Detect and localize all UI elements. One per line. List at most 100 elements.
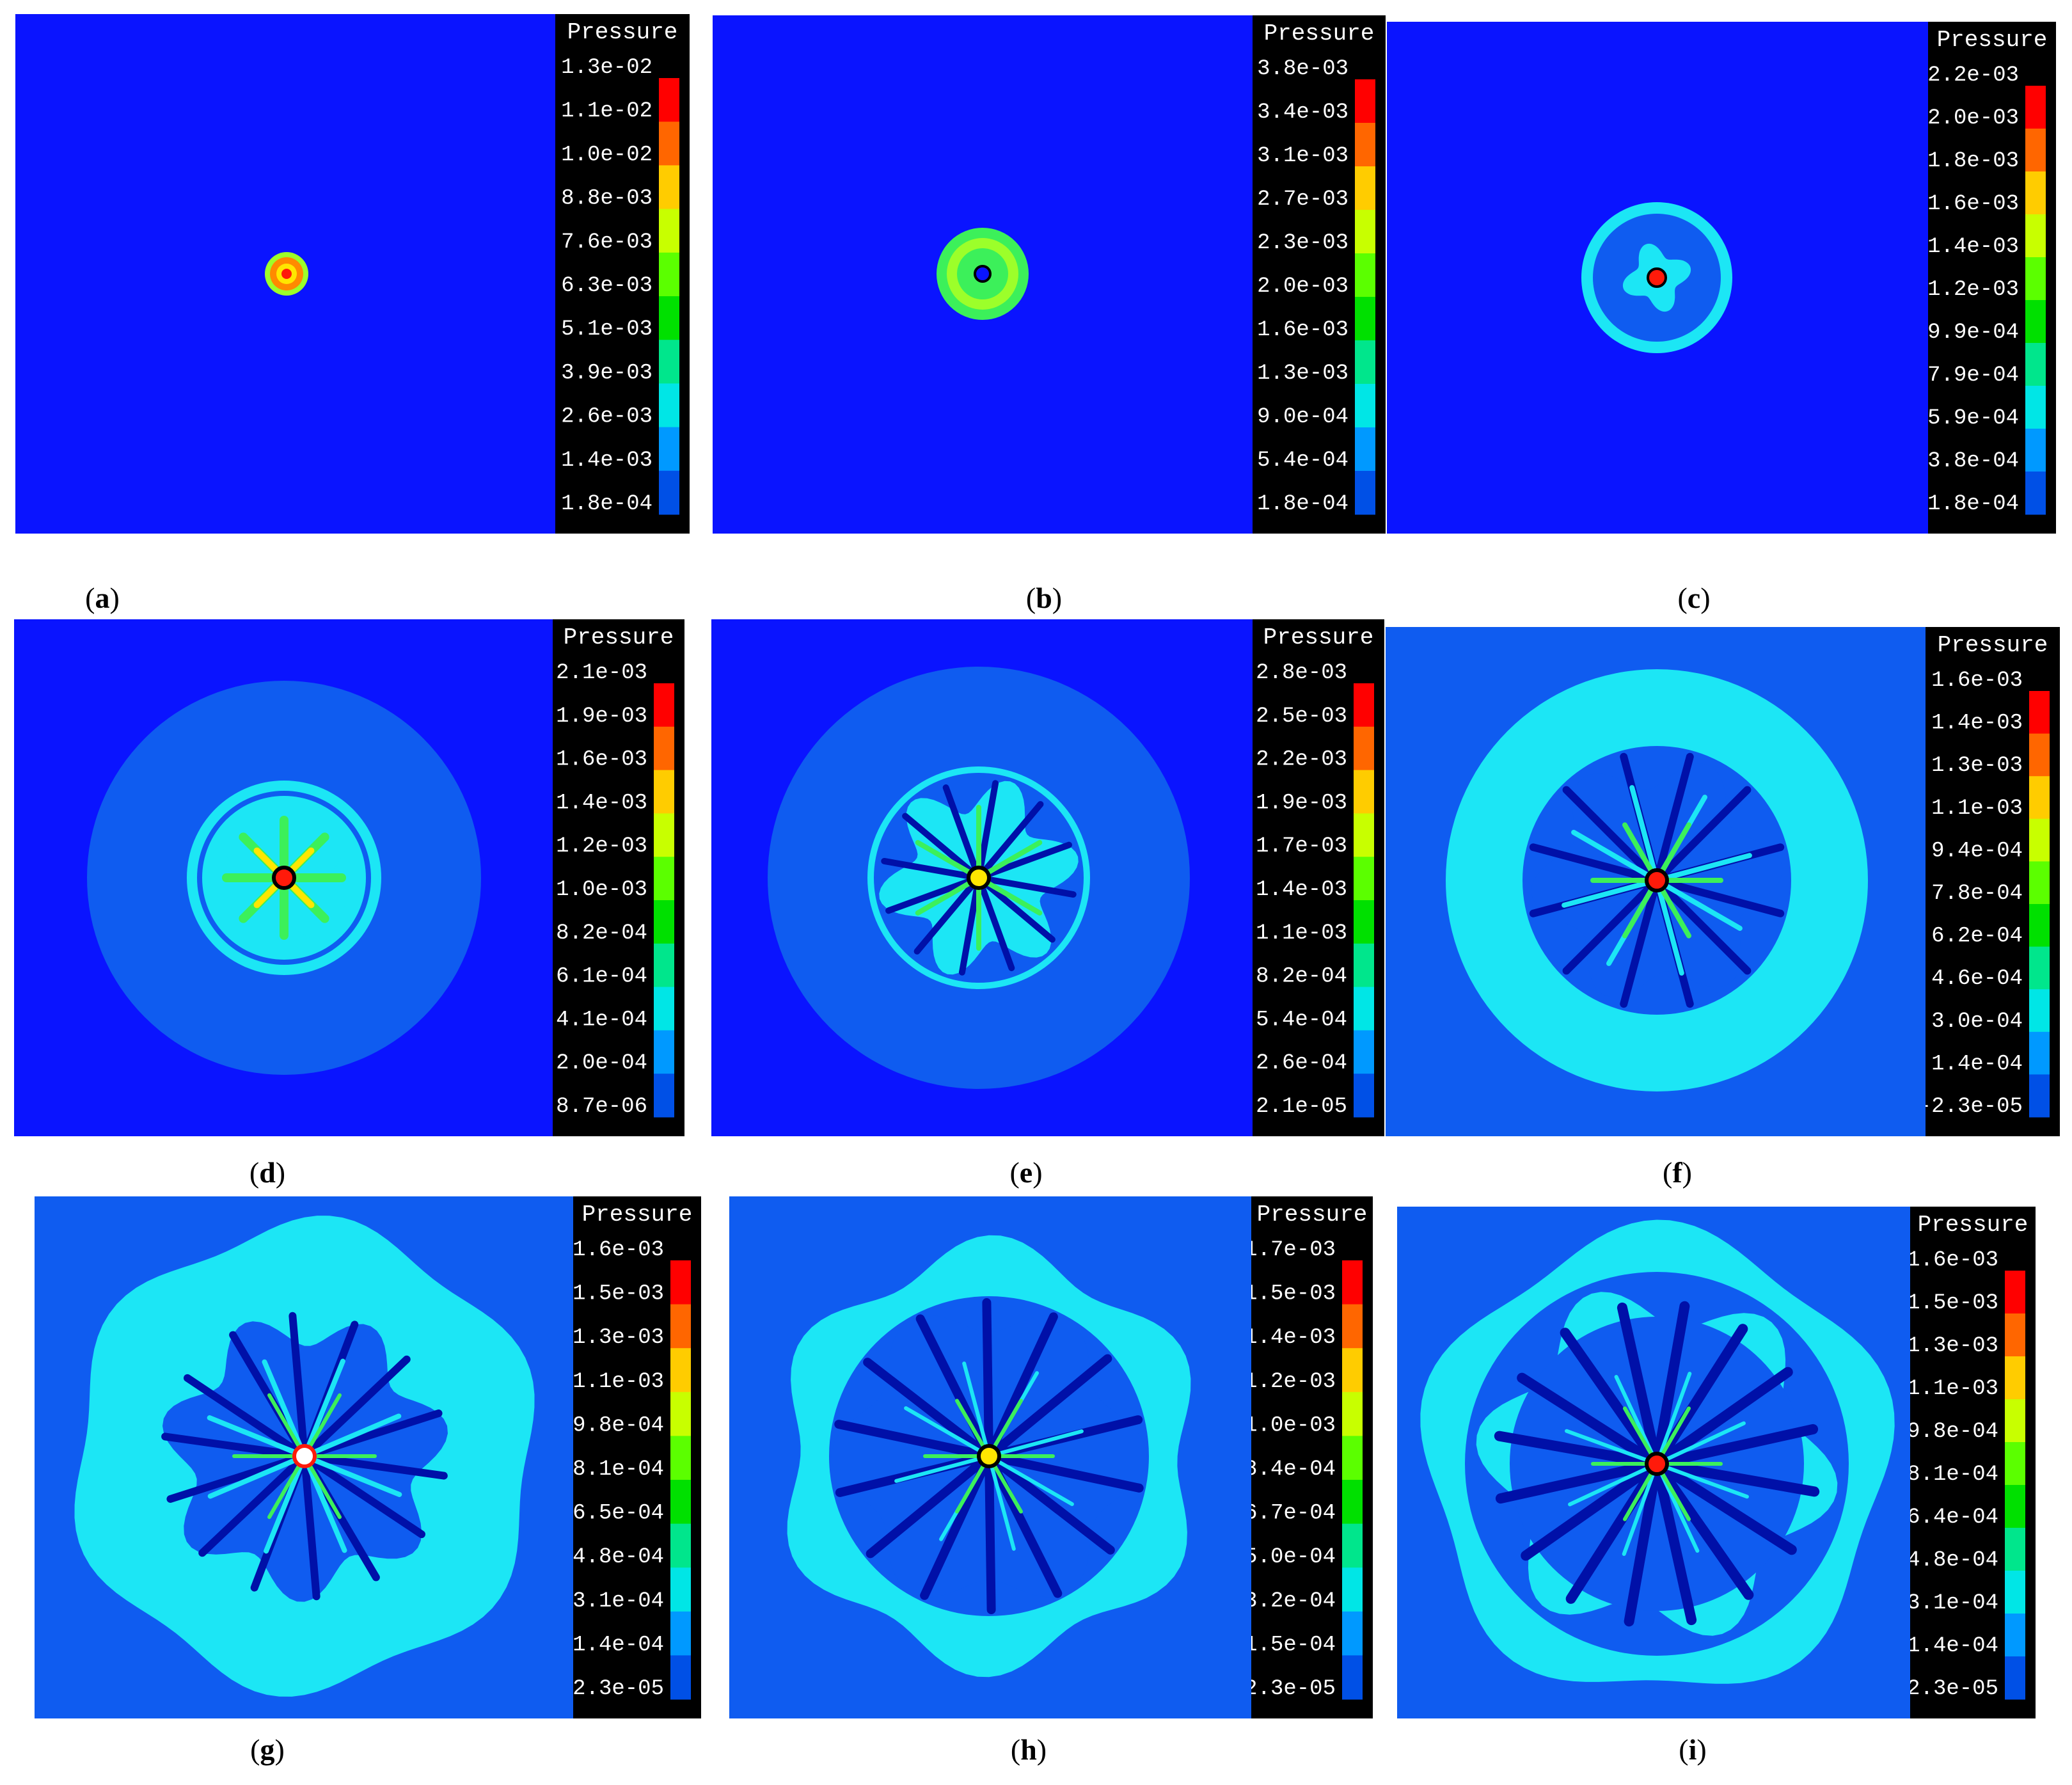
panel-a [15,14,556,534]
colorbar-tick-label: 1.5e-03 [1251,1282,1336,1306]
colorbar-tick-label: 1.0e-03 [1251,1413,1336,1438]
colorbar-tick-label: 1.6e-03 [1931,669,2023,693]
colorbar-tick-label: 2.3e-03 [1257,231,1348,255]
colorbar-swatch [1354,813,1374,857]
colorbar-tick-label: 2.7e-03 [1257,187,1348,212]
colorbar-tick-label: 3.1e-04 [1910,1591,1998,1615]
colorbar-g: Pressure 1.6e-03 1.5e-03 1.3e-03 1.1e-03 9.8e… [573,1196,701,1718]
colorbar-swatch [654,813,674,857]
colorbar-tick-label: 1.9e-03 [556,704,647,729]
colorbar-tick-label: 7.6e-03 [561,230,652,255]
panel-d [14,619,555,1136]
colorbar-swatch [1355,471,1375,515]
panel-caption-g: (g) [250,1733,285,1766]
colorbar-tick-label: -2.3e-05 [1251,1677,1336,1701]
colorbar-tick-label: 1.4e-03 [1928,235,2019,259]
colorbar-tick-label: 7.8e-04 [1931,882,2023,906]
colorbar-swatch [654,987,674,1031]
colorbar-tick-label: 1.0e-03 [556,878,647,902]
colorbar-swatch [670,1480,691,1525]
colorbar-tick-label: 2.1e-03 [556,661,647,685]
panel-caption-letter: e [1019,1156,1033,1189]
colorbar-tick-label: 2.8e-03 [1256,661,1347,685]
panel-caption-letter: a [95,582,110,614]
panel-g [35,1196,575,1718]
colorbar-tick-label: 2.6e-03 [561,405,652,429]
pressure-field-c [1387,22,1929,534]
colorbar-swatch [2005,1442,2025,1486]
colorbar-swatch [2025,129,2046,172]
colorbar-swatch [654,1074,674,1118]
colorbar-swatch [670,1392,691,1436]
pressure-field-g [35,1196,575,1718]
colorbar-swatch [1342,1304,1363,1349]
colorbar-i: Pressure 1.6e-03 1.5e-03 1.3e-03 1.1e-03 9.8e… [1910,1207,2036,1718]
colorbar-tick-label: -2.3e-05 [1926,1095,2023,1119]
colorbar-tick-label: 5.9e-04 [1928,406,2019,431]
colorbar-swatch [1342,1567,1363,1612]
colorbar-tick-label: 1.8e-03 [1928,149,2019,173]
colorbar-tick-label: 1.3e-02 [561,56,652,80]
pressure-field-f [1386,627,1927,1136]
colorbar-swatch [659,78,679,122]
colorbar-swatch [1355,210,1375,254]
colorbar-swatch [2005,1614,2025,1657]
colorbar-tick-label: 6.2e-04 [1931,924,2023,949]
panel-caption-c: (c) [1677,582,1711,614]
colorbar-swatch [2029,904,2050,948]
colorbar-title: Pressure [1937,27,2048,53]
pressure-field-h [729,1196,1270,1718]
colorbar-swatch [2025,472,2046,515]
colorbar-swatch [659,122,679,166]
colorbar-tick-label: 2.2e-03 [1256,748,1347,772]
colorbar-swatch [654,900,674,944]
colorbar-tick-label: 4.6e-04 [1931,967,2023,991]
colorbar-tick-label: 1.1e-02 [561,99,652,123]
colorbar-swatch [670,1611,691,1656]
colorbar-swatch [2005,1356,2025,1400]
colorbar-tick-label: 1.1e-03 [1256,921,1347,946]
colorbar-swatch [654,943,674,988]
colorbar-swatch [1355,166,1375,210]
panel-caption-letter: h [1020,1733,1037,1766]
colorbar-swatch [670,1436,691,1480]
colorbar-swatch [1355,427,1375,472]
colorbar-swatch [1354,900,1374,944]
colorbar-tick-label: 8.2e-04 [556,921,647,946]
pressure-field-d [14,619,555,1136]
colorbar-tick-label: 2.0e-04 [556,1051,647,1075]
colorbar-swatch [1354,1074,1374,1118]
colorbar-swatch [2029,818,2050,862]
colorbar-swatch [1354,943,1374,988]
colorbar-tick-label: 1.0e-02 [561,143,652,167]
panel-caption-b: (b) [1025,582,1063,614]
colorbar-tick-label: -2.3e-05 [573,1677,664,1701]
colorbar-swatch [654,770,674,814]
pressure-field-i [1397,1207,1912,1718]
colorbar-tick-label: 1.4e-03 [1256,878,1347,902]
panel-caption-a: (a) [85,582,120,614]
colorbar-tick-label: 1.1e-03 [1910,1377,1998,1401]
colorbar-tick-label: 1.4e-03 [556,791,647,815]
colorbar-swatch [1355,253,1375,298]
colorbar-title: Pressure [1257,1202,1368,1228]
colorbar-tick-label: 1.3e-03 [1931,754,2023,778]
colorbar-swatch [670,1523,691,1568]
colorbar-tick-label: 8.8e-03 [561,187,652,211]
colorbar-swatch [2025,257,2046,301]
panel-f [1386,627,1927,1136]
colorbar-tick-label: 1.4e-03 [561,448,652,473]
colorbar-swatch [2005,1271,2025,1314]
colorbar-tick-label: 3.1e-03 [1257,144,1348,168]
colorbar-swatch [659,252,679,297]
panel-i [1397,1207,1912,1718]
colorbar-swatch [2025,171,2046,215]
colorbar-swatch [1342,1436,1363,1480]
colorbar-swatch [2029,733,2050,777]
colorbar-swatch [2029,1074,2050,1118]
colorbar-swatch [2025,214,2046,258]
colorbar-swatch [2005,1571,2025,1614]
colorbar-tick-label: 1.8e-04 [561,492,652,516]
colorbar-swatch [2025,300,2046,344]
colorbar-a: Pressure 1.3e-02 1.1e-02 1.0e-02 8.8e-03 7.6e… [555,14,690,534]
